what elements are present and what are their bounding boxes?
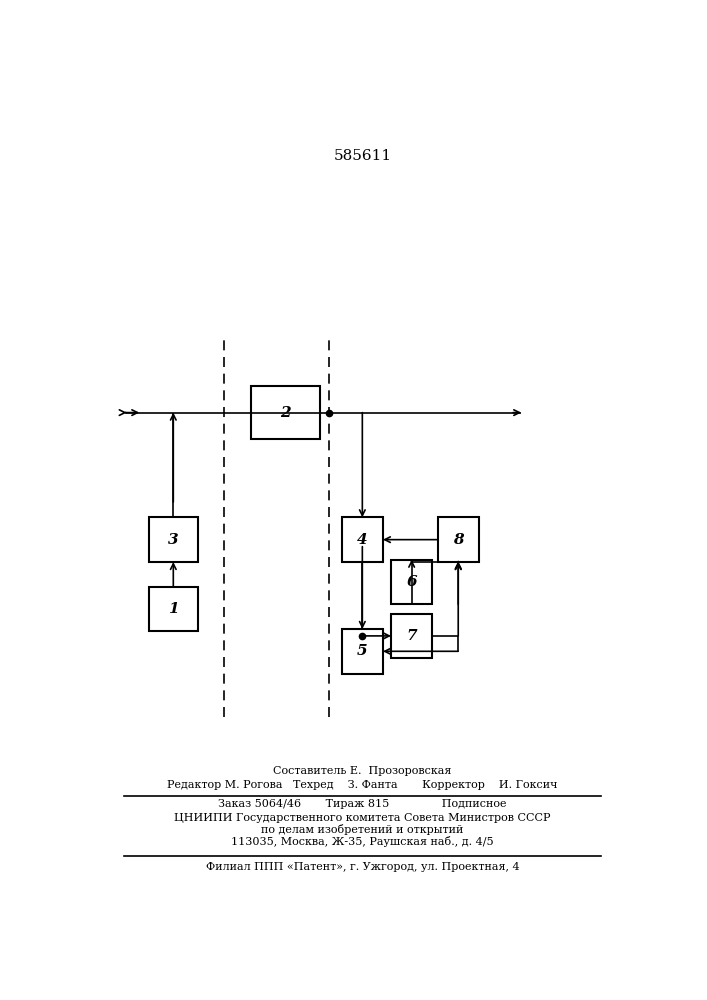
Text: Редактор М. Рогова   Техред    З. Фанта       Корректор    И. Гоксич: Редактор М. Рогова Техред З. Фанта Корре…	[167, 780, 558, 790]
Bar	[148, 517, 198, 562]
Bar	[438, 517, 479, 562]
Bar	[391, 560, 432, 604]
Bar	[341, 517, 383, 562]
Text: 7: 7	[407, 629, 417, 643]
Text: 2: 2	[280, 406, 291, 420]
Text: Филиал ППП «Патент», г. Ужгород, ул. Проектная, 4: Филиал ППП «Патент», г. Ужгород, ул. Про…	[206, 862, 519, 872]
Text: по делам изобретений и открытий: по делам изобретений и открытий	[261, 824, 464, 835]
Bar	[252, 386, 320, 439]
Text: 6: 6	[407, 575, 417, 589]
Text: Заказ 5064/46       Тираж 815               Подписное: Заказ 5064/46 Тираж 815 Подписное	[218, 799, 507, 809]
Text: 585611: 585611	[333, 149, 392, 163]
Text: 3: 3	[168, 533, 179, 547]
Text: 8: 8	[453, 533, 464, 547]
Bar	[148, 587, 198, 631]
Bar	[391, 614, 432, 658]
Text: Составитель Е.  Прозоровская: Составитель Е. Прозоровская	[273, 766, 452, 776]
Text: 5: 5	[357, 644, 368, 658]
Text: ЦНИИПИ Государственного комитета Совета Министров СССР: ЦНИИПИ Государственного комитета Совета …	[174, 813, 551, 823]
Text: 113035, Москва, Ж-35, Раушская наб., д. 4/5: 113035, Москва, Ж-35, Раушская наб., д. …	[231, 836, 493, 847]
Text: 4: 4	[357, 533, 368, 547]
Text: 1: 1	[168, 602, 179, 616]
Bar	[341, 629, 383, 674]
